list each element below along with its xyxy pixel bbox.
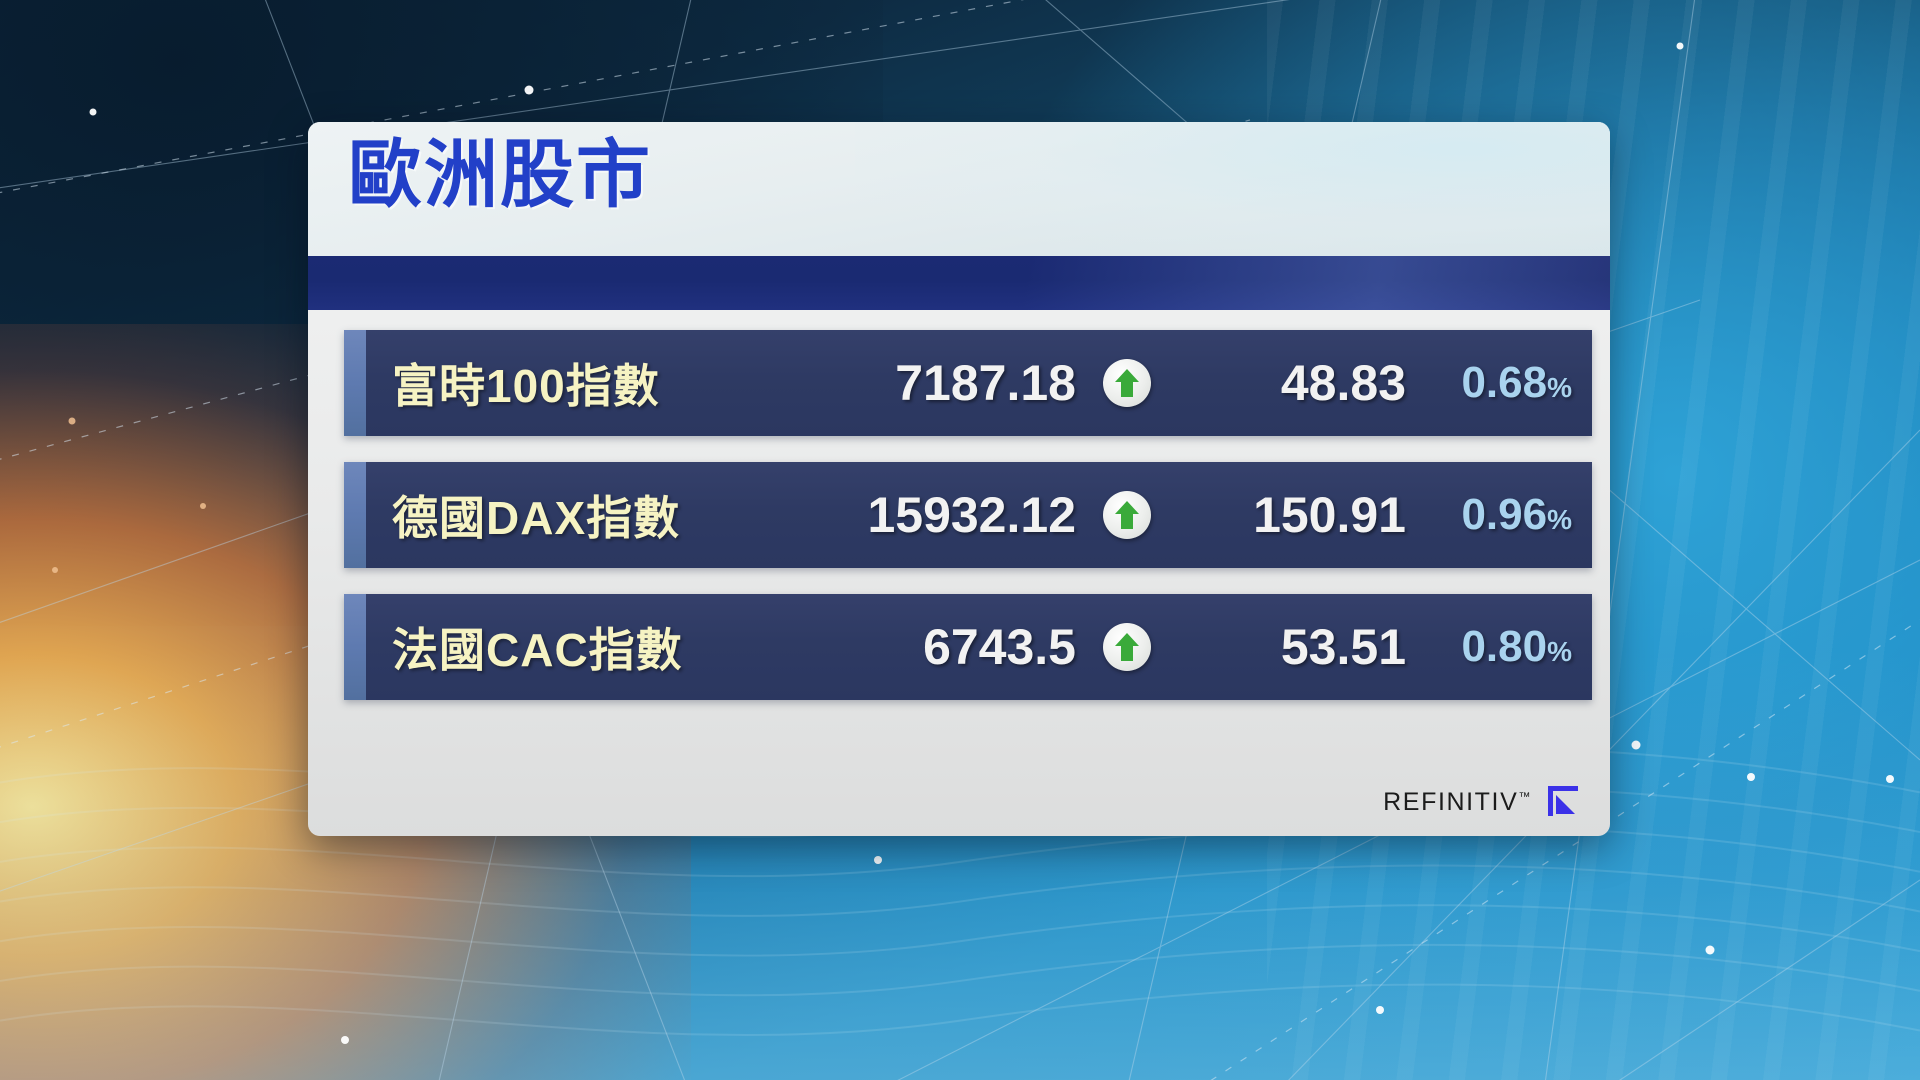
panel-footer: REFINITIV™ — [1383, 782, 1584, 822]
index-value: 7187.18 — [895, 355, 1076, 411]
index-change: 48.83 — [1280, 355, 1406, 411]
index-percent-value: 0.80 — [1461, 622, 1548, 671]
index-percent: 0.96% — [1406, 490, 1592, 540]
percent-sign: % — [1547, 372, 1572, 403]
page-title: 歐洲股市 — [348, 133, 652, 216]
panel-header: 歐洲股市 — [308, 122, 1610, 256]
index-value: 15932.12 — [867, 487, 1076, 543]
index-change: 150.91 — [1253, 487, 1406, 543]
arrow-up-icon — [1103, 359, 1151, 407]
trademark-symbol: ™ — [1518, 789, 1532, 804]
header-divider-band — [308, 256, 1610, 310]
index-name: 富時100指數 — [392, 360, 660, 412]
index-value: 6743.5 — [923, 619, 1076, 675]
row-accent-bar — [344, 462, 366, 568]
index-percent-value: 0.68 — [1461, 358, 1548, 407]
direction-indicator — [1088, 623, 1166, 671]
table-row: 德國DAX指數 15932.12 150.91 0.96% — [344, 462, 1592, 568]
percent-sign: % — [1547, 636, 1572, 667]
background-wave-pattern — [0, 745, 1920, 1036]
table-row: 法國CAC指數 6743.5 53.51 0.80% — [344, 594, 1592, 700]
index-percent-value: 0.96 — [1461, 490, 1548, 539]
index-percent: 0.68% — [1406, 358, 1592, 408]
arrow-up-icon — [1103, 623, 1151, 671]
index-rows: 富時100指數 7187.18 48.83 0.68% 德國DAX指數 1593… — [308, 310, 1610, 700]
refinitiv-brand-text: REFINITIV — [1383, 787, 1519, 816]
row-accent-bar — [344, 330, 366, 436]
index-name: 德國DAX指數 — [392, 492, 681, 544]
stock-index-panel: 歐洲股市 富時100指數 7187.18 48.83 0.68% 德國DAX指數… — [308, 122, 1610, 836]
direction-indicator — [1088, 491, 1166, 539]
percent-sign: % — [1547, 504, 1572, 535]
index-name: 法國CAC指數 — [392, 624, 683, 676]
arrow-up-glyph — [1115, 633, 1139, 661]
refinitiv-wordmark: REFINITIV™ — [1383, 788, 1532, 817]
arrow-up-icon — [1103, 491, 1151, 539]
row-accent-bar — [344, 594, 366, 700]
direction-indicator — [1088, 359, 1166, 407]
index-change: 53.51 — [1280, 619, 1406, 675]
refinitiv-bracket-icon — [1548, 786, 1578, 816]
arrow-up-glyph — [1115, 369, 1139, 397]
index-percent: 0.80% — [1406, 622, 1592, 672]
table-row: 富時100指數 7187.18 48.83 0.68% — [344, 330, 1592, 436]
arrow-up-glyph — [1115, 501, 1139, 529]
